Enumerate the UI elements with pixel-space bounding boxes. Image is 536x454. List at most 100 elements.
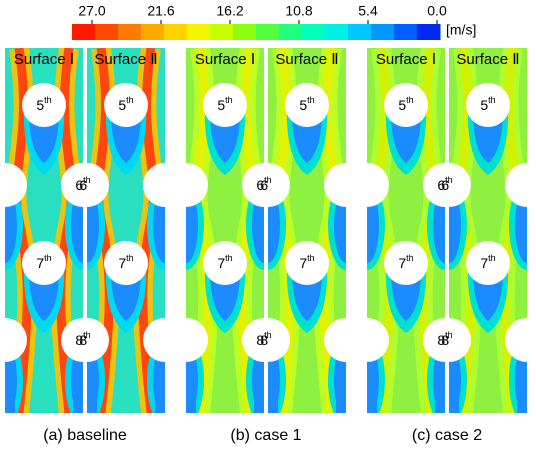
cylinder-number: 7 (217, 255, 225, 271)
colorbar-cell (417, 24, 441, 40)
cylinder (104, 83, 148, 127)
cylinder-number: 5 (299, 97, 307, 113)
cylinder-number: 7 (36, 255, 44, 271)
cylinder-suffix: th (445, 330, 453, 340)
cylinder-suffix: th (264, 330, 272, 340)
cylinder (61, 318, 83, 362)
cylinder-label: 7th (398, 253, 413, 270)
cylinder-label: 8th (437, 330, 452, 347)
wake (336, 380, 346, 413)
cylinder (367, 318, 389, 362)
wake (254, 380, 264, 413)
cylinder (268, 318, 290, 362)
colorbar-cell (371, 24, 395, 40)
cylinder-number: 7 (398, 255, 406, 271)
cylinder (324, 163, 346, 207)
cylinder (186, 163, 208, 207)
surface-label: Surface Ⅰ (14, 51, 74, 68)
cylinder-suffix: th (445, 175, 453, 185)
cylinder-label: 6th (75, 175, 90, 192)
cylinder (203, 83, 247, 127)
cylinder (466, 83, 510, 127)
cylinder-number: 8 (256, 332, 264, 348)
contour-strip (186, 48, 264, 413)
colorbar-tick-label: 5.4 (358, 3, 378, 19)
cylinder (466, 241, 510, 285)
cylinder (384, 83, 428, 127)
cylinder-label: 8th (256, 330, 271, 347)
panel-caption: (a) baseline (43, 427, 127, 444)
cylinder-suffix: th (126, 95, 134, 105)
cylinder-number: 7 (118, 255, 126, 271)
cylinder-number: 8 (79, 332, 87, 348)
contour-strip (367, 48, 445, 413)
cylinder-suffix: th (83, 330, 91, 340)
cylinder (242, 318, 264, 362)
cylinder-label: 7th (480, 253, 495, 270)
colorbar-unit: [m/s] (446, 22, 476, 38)
cylinder (186, 318, 208, 362)
colorbar-cell (118, 24, 142, 40)
colorbar-cell (210, 24, 234, 40)
cylinder-suffix: th (264, 175, 272, 185)
wake (435, 380, 445, 413)
cylinder-label: 7th (299, 253, 314, 270)
cylinder-label: 6th (256, 175, 271, 192)
cylinder-label: 7th (118, 253, 133, 270)
cylinder-label: 7th (217, 253, 232, 270)
cylinder-suffix: th (488, 253, 496, 263)
panel: Surface Ⅰ5th7th6th8thSurface Ⅱ5th7th6th8… (5, 48, 165, 444)
cylinder-suffix: th (307, 95, 315, 105)
colorbar-tick-label: 21.6 (147, 3, 174, 19)
colorbar-cell (141, 24, 165, 40)
cylinder (324, 318, 346, 362)
colorbar-cell (95, 24, 119, 40)
cylinder-number: 5 (36, 97, 44, 113)
colorbar-cell (233, 24, 257, 40)
cylinder-suffix: th (406, 253, 414, 263)
colorbar: 27.0 21.6 16.2 10.8 5.4 0.0 (72, 3, 447, 40)
panel-caption: (c) case 2 (412, 427, 482, 444)
cylinder (285, 241, 329, 285)
cylinder-number: 8 (437, 332, 445, 348)
panels: Surface Ⅰ5th7th6th8thSurface Ⅱ5th7th6th8… (5, 48, 527, 444)
cylinder (87, 318, 109, 362)
cylinder-number: 5 (217, 97, 225, 113)
wake (186, 380, 196, 413)
panel: Surface Ⅰ5th7th6th8thSurface Ⅱ5th7th6th8… (367, 48, 527, 444)
colorbar-tick-label: 27.0 (78, 3, 105, 19)
cylinder-suffix: th (225, 95, 233, 105)
cylinder-suffix: th (44, 95, 52, 105)
surface-label: Surface Ⅱ (456, 51, 519, 68)
cylinder-number: 6 (256, 177, 264, 193)
surface-label: Surface Ⅱ (275, 51, 338, 68)
colorbar-tick-label: 16.2 (216, 3, 243, 19)
cylinder-label: 7th (36, 253, 51, 270)
cylinder (61, 163, 83, 207)
cylinder-number: 6 (260, 177, 268, 193)
cylinder-number: 8 (260, 332, 268, 348)
cylinder-suffix: th (83, 175, 91, 185)
cylinder (203, 241, 247, 285)
cylinder-number: 6 (437, 177, 445, 193)
surface-label: Surface Ⅰ (376, 51, 436, 68)
wake (73, 380, 83, 413)
cylinder (505, 163, 527, 207)
cylinder-suffix: th (225, 253, 233, 263)
colorbar-cell (279, 24, 303, 40)
cylinder (285, 83, 329, 127)
cylinder-suffix: th (406, 95, 414, 105)
surface-label: Surface Ⅱ (94, 51, 157, 68)
cylinder (384, 241, 428, 285)
cylinder-label: 5th (36, 95, 51, 112)
cylinder (242, 163, 264, 207)
cylinder-number: 6 (441, 177, 449, 193)
cylinder (505, 318, 527, 362)
cylinder-label: 8th (75, 330, 90, 347)
contour-strip (268, 48, 346, 413)
wake (367, 380, 377, 413)
cylinder-suffix: th (488, 95, 496, 105)
wake (5, 380, 15, 413)
contour-strip (87, 48, 165, 413)
